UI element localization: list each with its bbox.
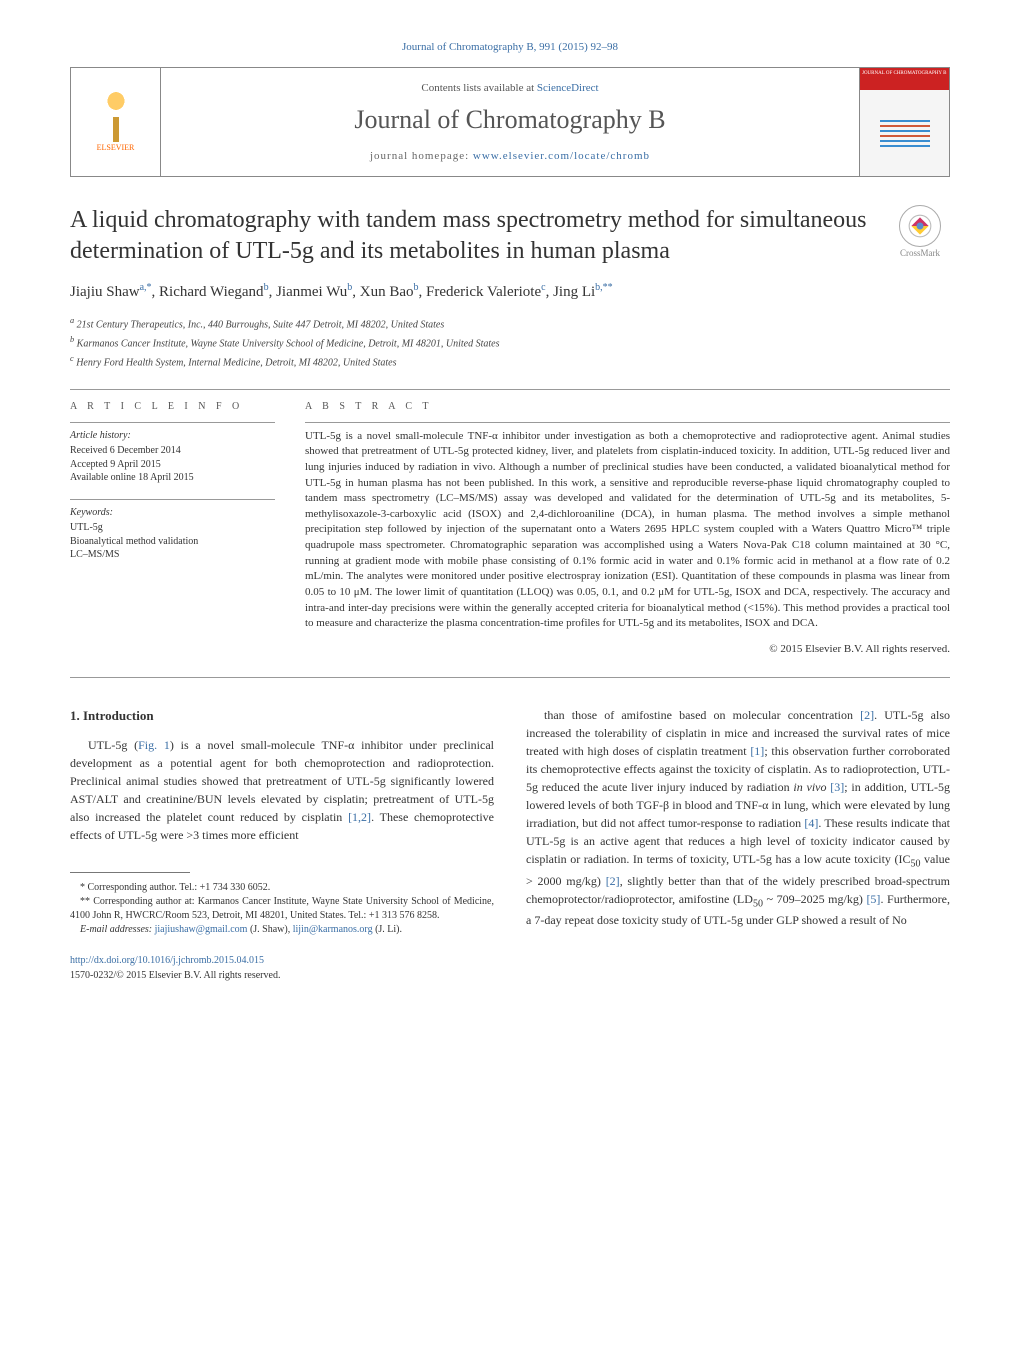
article-history-block: Article history: Received 6 December 201…: [70, 422, 275, 485]
body-two-column: 1. Introduction UTL-5g (Fig. 1) is a nov…: [70, 706, 950, 983]
journal-homepage-link[interactable]: www.elsevier.com/locate/chromb: [473, 150, 650, 162]
email-link-2[interactable]: lijin@karmanos.org: [293, 924, 373, 935]
contents-available-line: Contents lists available at ScienceDirec…: [171, 81, 849, 96]
intro-paragraph-left: UTL-5g (Fig. 1) is a novel small-molecul…: [70, 736, 494, 844]
footnote-corresponding-2: ** Corresponding author at: Karmanos Can…: [70, 895, 494, 922]
history-received: Received 6 December 2014: [70, 444, 275, 458]
cover-body: [860, 90, 949, 176]
abstract-copyright: © 2015 Elsevier B.V. All rights reserved…: [305, 642, 950, 657]
email-paren-1: (J. Shaw),: [247, 924, 292, 935]
masthead-center: Contents lists available at ScienceDirec…: [161, 73, 859, 172]
email-paren-2: (J. Li).: [373, 924, 402, 935]
journal-cover-thumbnail: JOURNAL OF CHROMATOGRAPHY B: [859, 68, 949, 176]
article-title: A liquid chromatography with tandem mass…: [70, 205, 870, 266]
crossmark-icon: [899, 205, 941, 247]
contents-prefix: Contents lists available at: [421, 82, 536, 94]
journal-homepage-line: journal homepage: www.elsevier.com/locat…: [171, 149, 849, 164]
affiliation-c: c Henry Ford Health System, Internal Med…: [70, 353, 950, 370]
keywords-block: Keywords: UTL-5g Bioanalytical method va…: [70, 499, 275, 562]
sciencedirect-link[interactable]: ScienceDirect: [537, 82, 599, 94]
footnotes-separator: [70, 872, 190, 873]
elsevier-tree-icon: [96, 92, 136, 142]
footnote-emails: E-mail addresses: jiajiushaw@gmail.com (…: [70, 923, 494, 937]
keyword-1: UTL-5g: [70, 521, 275, 535]
footnotes: * Corresponding author. Tel.: +1 734 330…: [70, 881, 494, 937]
body-column-left: 1. Introduction UTL-5g (Fig. 1) is a nov…: [70, 706, 494, 983]
doi-block: http://dx.doi.org/10.1016/j.jchromb.2015…: [70, 953, 494, 983]
publisher-name: ELSEVIER: [97, 142, 135, 153]
journal-masthead: ELSEVIER Contents lists available at Sci…: [70, 67, 950, 177]
body-column-right: than those of amifostine based on molecu…: [526, 706, 950, 983]
homepage-prefix: journal homepage:: [370, 150, 473, 162]
journal-reference: Journal of Chromatography B, 991 (2015) …: [70, 40, 950, 55]
divider-bottom: [70, 677, 950, 678]
abstract-column: a b s t r a c t UTL-5g is a novel small-…: [305, 400, 950, 657]
crossmark-label: CrossMark: [900, 247, 940, 260]
history-online: Available online 18 April 2015: [70, 471, 275, 485]
email-label: E-mail addresses:: [80, 924, 155, 935]
intro-paragraph-right: than those of amifostine based on molecu…: [526, 706, 950, 929]
article-info-column: a r t i c l e i n f o Article history: R…: [70, 400, 275, 657]
divider-top: [70, 389, 950, 390]
affiliation-a: a 21st Century Therapeutics, Inc., 440 B…: [70, 315, 950, 332]
footnote-corresponding-1: * Corresponding author. Tel.: +1 734 330…: [70, 881, 494, 895]
elsevier-logo: ELSEVIER: [71, 68, 161, 176]
affiliation-b: b Karmanos Cancer Institute, Wayne State…: [70, 334, 950, 351]
doi-link[interactable]: http://dx.doi.org/10.1016/j.jchromb.2015…: [70, 955, 264, 966]
keyword-2: Bioanalytical method validation: [70, 535, 275, 549]
abstract-heading: a b s t r a c t: [305, 400, 950, 414]
crossmark-badge[interactable]: CrossMark: [890, 205, 950, 260]
history-accepted: Accepted 9 April 2015: [70, 458, 275, 472]
authors-list: Jiajiu Shawa,*, Richard Wiegandb, Jianme…: [70, 281, 950, 303]
section-1-heading: 1. Introduction: [70, 706, 494, 726]
keywords-head: Keywords:: [70, 506, 275, 520]
issn-copyright: 1570-0232/© 2015 Elsevier B.V. All right…: [70, 970, 280, 981]
abstract-text: UTL-5g is a novel small-molecule TNF-α i…: [305, 422, 950, 632]
keyword-3: LC–MS/MS: [70, 548, 275, 562]
affiliations: a 21st Century Therapeutics, Inc., 440 B…: [70, 315, 950, 371]
journal-name: Journal of Chromatography B: [171, 102, 849, 138]
email-link-1[interactable]: jiajiushaw@gmail.com: [155, 924, 248, 935]
article-info-heading: a r t i c l e i n f o: [70, 400, 275, 414]
cover-header: JOURNAL OF CHROMATOGRAPHY B: [860, 68, 949, 90]
article-history-head: Article history:: [70, 429, 275, 443]
